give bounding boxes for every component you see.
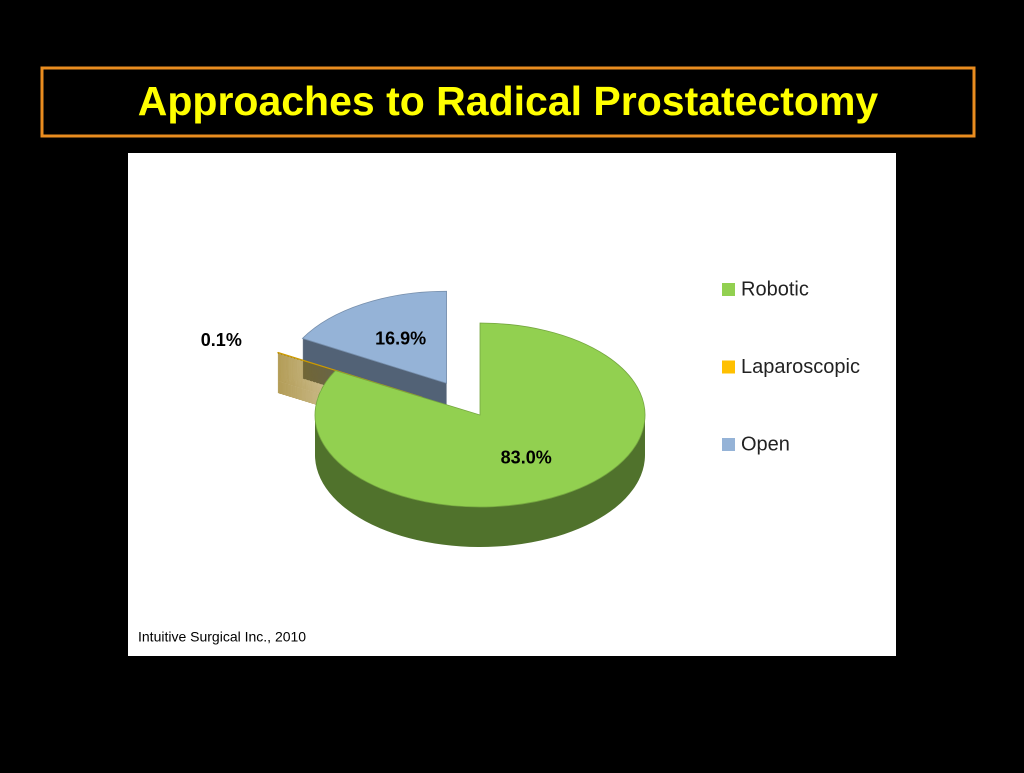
legend-swatch <box>722 360 735 374</box>
legend-label: Robotic <box>741 278 809 300</box>
data-label: 83.0% <box>501 447 552 467</box>
data-label: 0.1% <box>201 330 242 350</box>
legend-label: Open <box>741 433 790 455</box>
legend-swatch <box>722 438 735 451</box>
pie-slice <box>314 322 646 508</box>
title-box <box>40 66 976 138</box>
chart-title: Approaches to Radical Prostatectomy <box>138 78 879 124</box>
source-note: Intuitive Surgical Inc., 2010 <box>138 629 306 645</box>
legend-label: Laparoscopic <box>741 356 860 378</box>
pie-slice <box>301 290 447 384</box>
data-label: 16.9% <box>375 328 426 348</box>
legend-swatch <box>722 283 735 296</box>
